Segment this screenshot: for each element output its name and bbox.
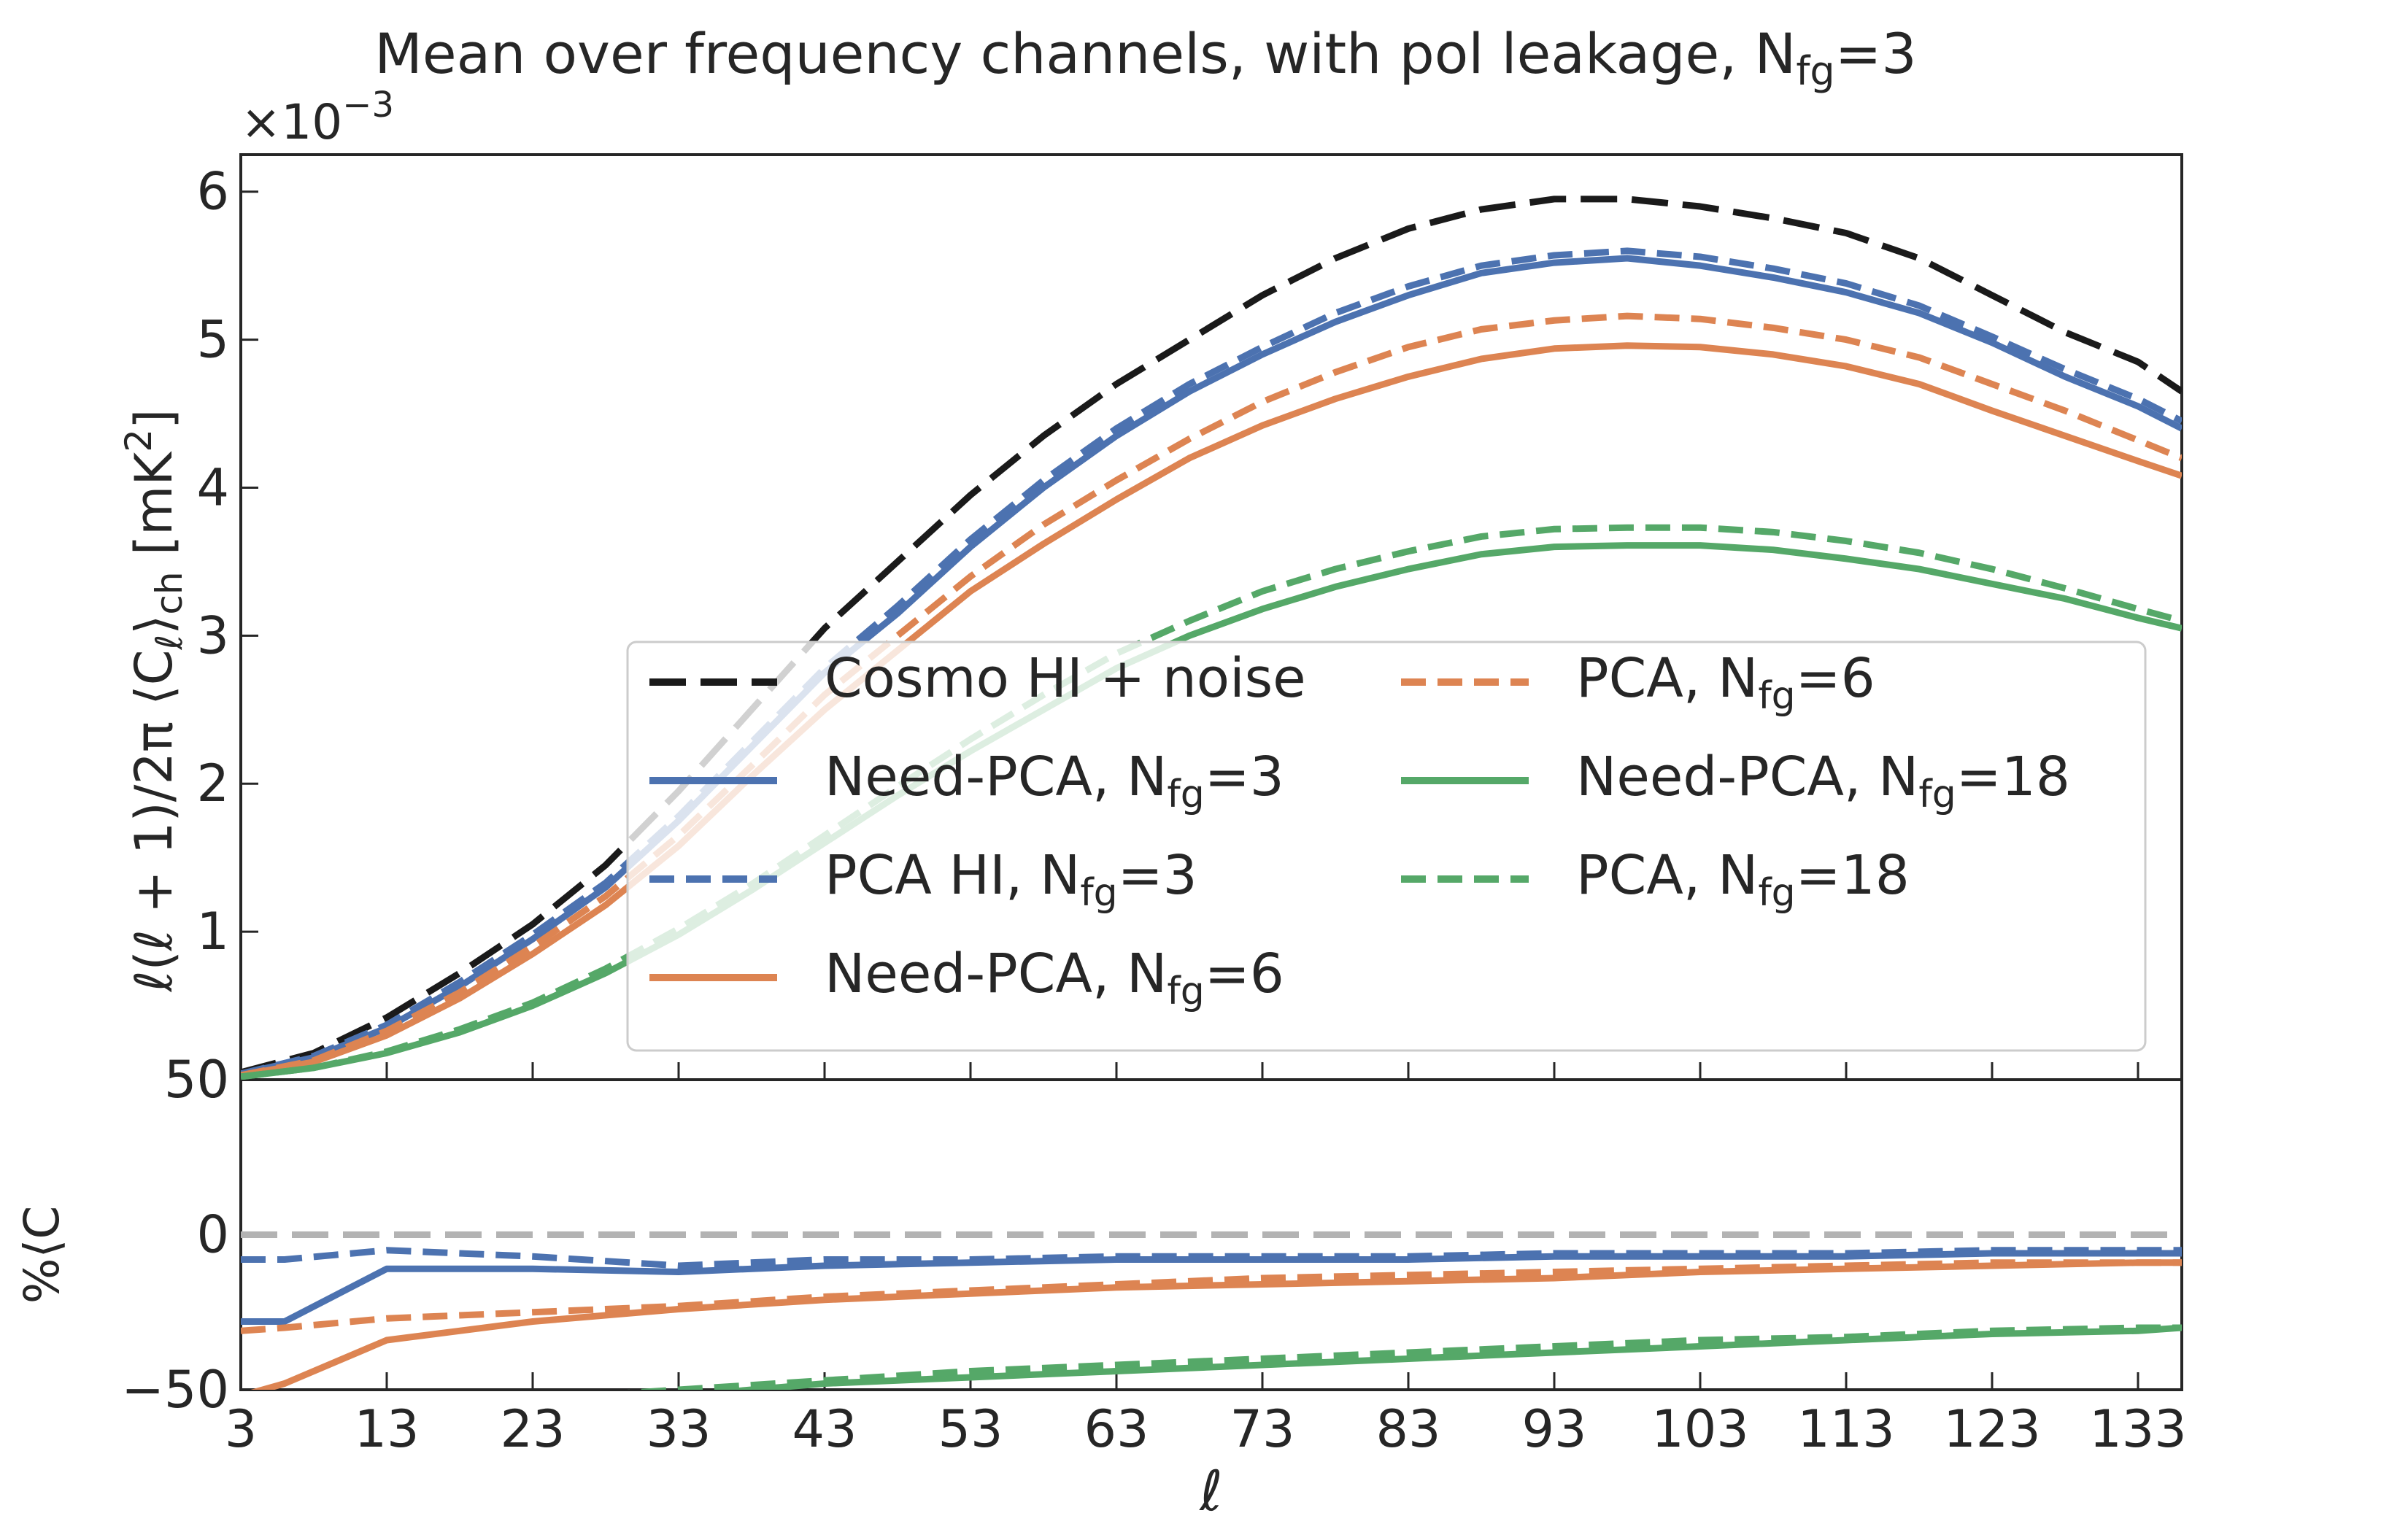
bottom-series-line-2 <box>241 1247 2182 1269</box>
x-tick-label: 93 <box>1521 1399 1586 1459</box>
legend-label: PCA HI, Nfg=3 <box>825 844 1197 915</box>
bottom-y-axis-label: %⟨C <box>14 1206 70 1304</box>
y-tick-label: −50 <box>121 1360 229 1420</box>
x-ticks: 3 13 23 33 43 53 63 73 83 93 103 113 123 133 <box>225 1062 2187 1459</box>
top-series-line-5 <box>241 542 2182 1080</box>
top-series-line-2 <box>241 247 2182 1078</box>
legend-box <box>626 641 2147 1052</box>
x-tick-label: 3 <box>225 1399 258 1459</box>
bottom-panel-series <box>241 1231 2182 1390</box>
x-tick-label: 33 <box>646 1399 711 1459</box>
x-tick-label: 13 <box>354 1399 419 1459</box>
x-tick-label: 123 <box>1943 1399 2041 1459</box>
x-tick-label: 23 <box>500 1399 565 1459</box>
top-series-line-3 <box>241 342 2182 1079</box>
y-offset-label: ×10−3 <box>241 85 394 150</box>
legend-label: PCA, Nfg=6 <box>1576 647 1875 718</box>
y-tick-label: 0 <box>196 1050 229 1110</box>
x-tick-label: 53 <box>938 1399 1003 1459</box>
y-tick-label: 2 <box>196 754 229 813</box>
y-tick-label: 4 <box>196 457 229 517</box>
x-tick-label: 43 <box>792 1399 857 1459</box>
legend-label: PCA, Nfg=18 <box>1576 844 1910 915</box>
x-tick-label: 83 <box>1375 1399 1440 1459</box>
y-tick-label: 0 <box>196 1205 229 1265</box>
x-tick-label: 103 <box>1651 1399 1749 1459</box>
y-tick-label: 6 <box>196 162 229 222</box>
legend: Cosmo HI + noise Need-PCA, Nfg=3 PCA HI, N… <box>626 641 2147 1052</box>
x-tick-label: 73 <box>1230 1399 1294 1459</box>
x-axis-label: ℓ <box>1198 1458 1222 1523</box>
y-tick-label: 5 <box>196 310 229 370</box>
legend-label: Need-PCA, Nfg=3 <box>825 746 1284 816</box>
chart-title: Mean over frequency channels, with pol l… <box>374 21 1916 94</box>
top-series-line-4 <box>241 312 2182 1079</box>
top-series-line-0 <box>241 196 2182 1076</box>
top-series-line-1 <box>241 255 2182 1078</box>
y-tick-label: 1 <box>196 902 229 962</box>
bottom-series-line-4 <box>241 1259 2182 1334</box>
y-tick-label: 3 <box>196 606 229 665</box>
y-tick-label: 50 <box>164 1050 229 1110</box>
top-series-line-6 <box>241 524 2182 1080</box>
x-tick-label: 133 <box>2089 1399 2187 1459</box>
legend-label: Need-PCA, Nfg=6 <box>825 943 1284 1013</box>
top-panel-series <box>241 196 2182 1080</box>
top-y-ticks: 0 1 2 3 4 5 6 <box>196 162 258 1110</box>
top-y-axis-label: ℓ(ℓ + 1)/2π ⟨Cℓ⟩ch [mK2] <box>117 409 190 993</box>
x-tick-label: 63 <box>1084 1399 1149 1459</box>
legend-label: Need-PCA, Nfg=18 <box>1576 746 2070 816</box>
legend-label: Cosmo HI + noise <box>825 647 1306 710</box>
x-tick-label: 113 <box>1797 1399 1895 1459</box>
bottom-series-line-6 <box>627 1324 2182 1390</box>
